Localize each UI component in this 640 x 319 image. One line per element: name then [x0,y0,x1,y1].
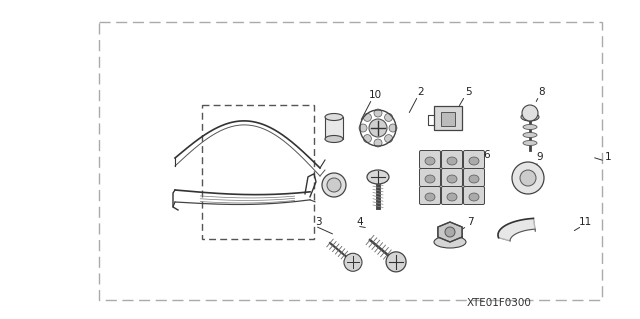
Ellipse shape [521,113,539,121]
Ellipse shape [425,193,435,201]
Bar [202,105,314,239]
Ellipse shape [367,170,389,184]
Circle shape [520,170,536,186]
FancyBboxPatch shape [419,187,440,204]
Ellipse shape [447,175,457,183]
Ellipse shape [447,157,457,165]
Text: 1: 1 [605,152,611,162]
Text: 11: 11 [579,217,591,227]
Text: 4: 4 [356,217,364,227]
FancyBboxPatch shape [442,168,463,187]
Circle shape [374,139,382,147]
Circle shape [369,119,387,137]
Ellipse shape [469,157,479,165]
Ellipse shape [425,157,435,165]
FancyBboxPatch shape [419,151,440,168]
Bar [325,117,343,139]
Circle shape [364,135,371,143]
Ellipse shape [523,140,537,145]
FancyBboxPatch shape [419,168,440,187]
Text: 9: 9 [537,152,543,162]
FancyBboxPatch shape [463,168,484,187]
Text: 3: 3 [315,217,321,227]
Circle shape [385,135,392,143]
Circle shape [344,253,362,271]
Ellipse shape [434,236,466,248]
Text: 8: 8 [539,87,545,97]
Ellipse shape [523,132,537,137]
Circle shape [389,124,397,132]
Ellipse shape [469,175,479,183]
Bar [441,112,455,126]
FancyBboxPatch shape [442,151,463,168]
Text: 5: 5 [465,87,471,97]
Circle shape [359,124,367,132]
Circle shape [512,162,544,194]
Ellipse shape [325,114,343,121]
Text: 10: 10 [369,90,381,100]
Circle shape [374,109,382,117]
Ellipse shape [425,175,435,183]
Circle shape [364,113,371,122]
FancyBboxPatch shape [463,151,484,168]
Text: 7: 7 [467,217,474,227]
Text: 6: 6 [484,150,490,160]
Circle shape [322,173,346,197]
Circle shape [386,252,406,272]
Polygon shape [438,222,462,242]
Circle shape [522,105,538,121]
Circle shape [327,178,341,192]
Circle shape [385,113,392,122]
Ellipse shape [325,136,343,143]
Ellipse shape [447,193,457,201]
Bar [434,106,462,130]
FancyBboxPatch shape [463,187,484,204]
FancyBboxPatch shape [442,187,463,204]
Ellipse shape [523,124,537,130]
Text: XTE01F0300: XTE01F0300 [467,298,532,308]
Polygon shape [498,219,535,241]
Ellipse shape [469,193,479,201]
Text: 2: 2 [418,87,424,97]
Circle shape [445,227,455,237]
Bar [99,22,602,300]
